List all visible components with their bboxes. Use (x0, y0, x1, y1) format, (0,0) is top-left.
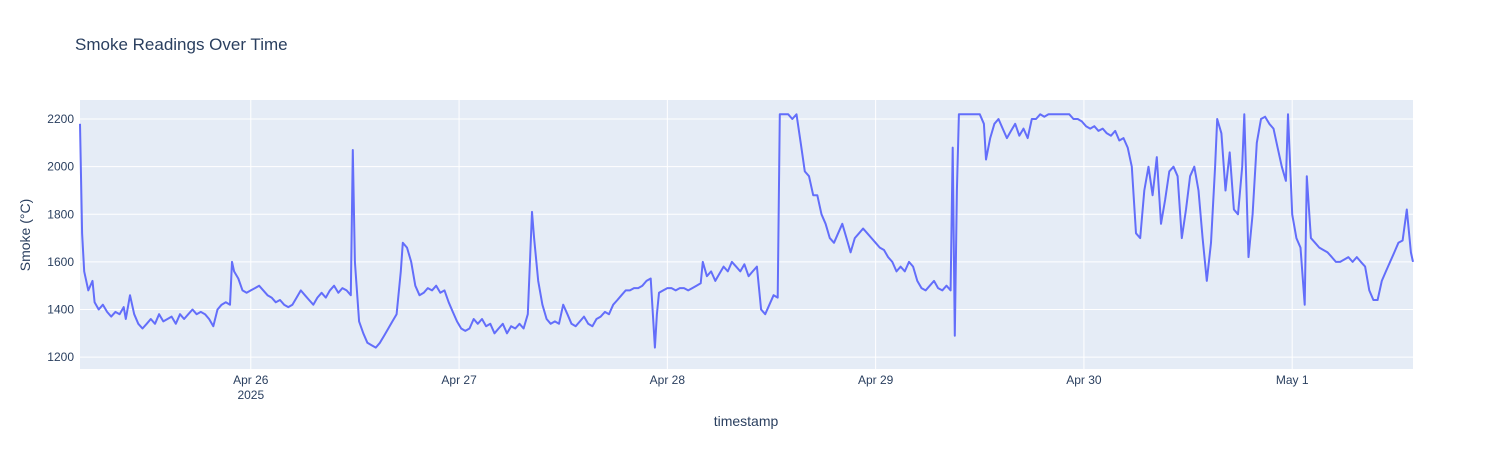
y-tick-label: 1800 (47, 207, 74, 221)
x-tick-label: Apr 26 (233, 373, 269, 387)
y-axis-ticks: 1200 1400 1600 1800 2000 2200 (47, 112, 74, 364)
x-axis-label: timestamp (714, 413, 779, 429)
x-tick-label: Apr 27 (441, 373, 477, 387)
y-tick-label: 2000 (47, 160, 74, 174)
y-tick-label: 1600 (47, 255, 74, 269)
plot-area[interactable] (80, 100, 1413, 369)
series-line-smoke[interactable] (79, 113, 1414, 349)
x-tick-sublabel: 2025 (237, 388, 264, 402)
y-tick-label: 1200 (47, 350, 74, 364)
chart-title: Smoke Readings Over Time (75, 35, 288, 54)
y-axis-label: Smoke (°C) (17, 199, 33, 272)
x-tick-label: May 1 (1276, 373, 1309, 387)
x-tick-label: Apr 28 (650, 373, 686, 387)
x-tick-label: Apr 30 (1066, 373, 1102, 387)
grid-lines (80, 100, 1413, 369)
y-tick-label: 1400 (47, 302, 74, 316)
x-tick-label: Apr 29 (858, 373, 894, 387)
series-layer (79, 113, 1414, 349)
y-tick-label: 2200 (47, 112, 74, 126)
